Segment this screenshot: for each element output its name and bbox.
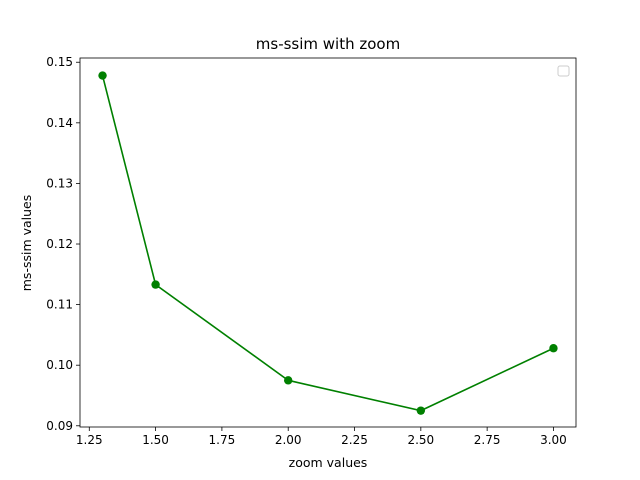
y-tick-label: 0.11 — [46, 298, 73, 312]
x-tick-label: 3.00 — [540, 433, 567, 447]
y-tick-label: 0.09 — [46, 419, 73, 433]
x-axis-label: zoom values — [289, 455, 368, 470]
x-tick-label: 2.25 — [341, 433, 368, 447]
y-tick-label: 0.10 — [46, 358, 73, 372]
y-tick-label: 0.13 — [46, 176, 73, 190]
data-point — [98, 71, 107, 80]
x-tick-label: 1.50 — [142, 433, 169, 447]
data-point — [549, 344, 558, 353]
y-tick-label: 0.15 — [46, 55, 73, 69]
plot-area: 1.25 1.50 1.75 2.00 2.25 2.50 2.75 3.00 0.09 0.10… — [46, 55, 577, 447]
y-axis-label: ms-ssim values — [19, 195, 34, 292]
chart-title: ms-ssim with zoom — [256, 35, 400, 53]
x-tick-label: 2.75 — [474, 433, 501, 447]
data-point — [151, 280, 160, 289]
data-point — [416, 406, 426, 415]
axes-frame — [79, 57, 577, 428]
x-tick-label: 2.50 — [407, 433, 434, 447]
x-tick-label: 1.75 — [209, 433, 236, 447]
y-tick-label: 0.14 — [46, 116, 73, 130]
legend-box — [557, 65, 570, 77]
x-tick-label: 1.25 — [76, 433, 103, 447]
x-tick-label: 2.00 — [275, 433, 302, 447]
data-point — [284, 376, 293, 385]
y-tick-label: 0.12 — [46, 237, 73, 251]
